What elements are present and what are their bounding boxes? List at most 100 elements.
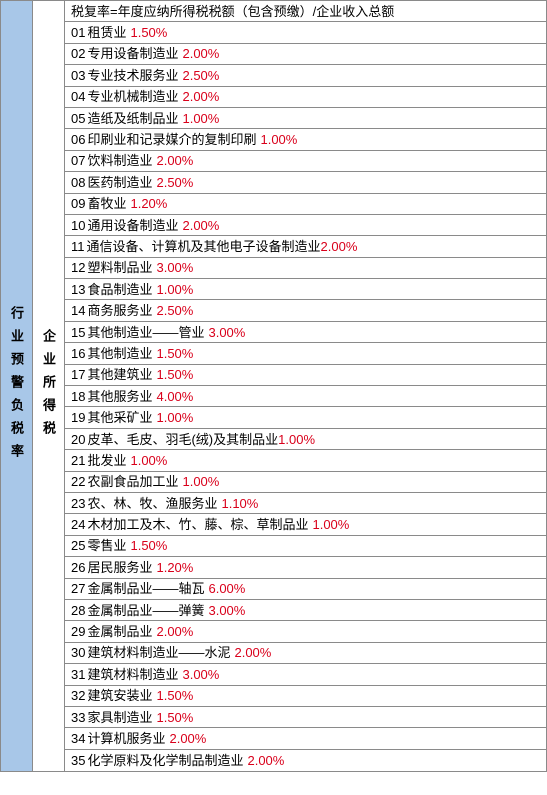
table-row: 31 建筑材料制造业3.00% (65, 664, 546, 685)
table-row: 10 通用设备制造业2.00% (65, 215, 546, 236)
industry-name: 畜牧业 (87, 195, 126, 212)
industry-name: 租赁业 (87, 24, 126, 41)
formula-text: 税复率=年度应纳所得税税额（包含预缴）/企业收入总额 (71, 3, 394, 20)
formula-row: 税复率=年度应纳所得税税额（包含预缴）/企业收入总额 (65, 1, 546, 22)
row-number: 24 (71, 516, 85, 533)
table-row: 06 印刷业和记录媒介的复制印刷1.00% (65, 129, 546, 150)
table-row: 12 塑料制品业3.00% (65, 258, 546, 279)
rates-list: 税复率=年度应纳所得税税额（包含预缴）/企业收入总额 01 租赁业1.50%02… (65, 1, 546, 771)
industry-name: 批发业 (87, 452, 126, 469)
industry-name: 造纸及纸制品业 (87, 110, 178, 127)
industry-name: 其他建筑业 (87, 366, 152, 383)
row-number: 25 (71, 537, 85, 554)
tax-rate-table: 行业预警负税率 企业所得税 税复率=年度应纳所得税税额（包含预缴）/企业收入总额… (0, 0, 547, 772)
row-number: 18 (71, 388, 85, 405)
table-row: 27 金属制品业——轴瓦6.00% (65, 579, 546, 600)
table-row: 03 专业技术服务业2.50% (65, 65, 546, 86)
industry-name: 皮革、毛皮、羽毛(绒)及其制品业 (87, 431, 278, 448)
row-number: 33 (71, 709, 85, 726)
industry-name: 金属制品业——弹簧 (87, 602, 204, 619)
table-row: 28 金属制品业——弹簧3.00% (65, 600, 546, 621)
industry-name: 商务服务业 (87, 302, 152, 319)
table-row: 35 化学原料及化学制品制造业2.00% (65, 750, 546, 771)
table-row: 29金属制品业2.00% (65, 621, 546, 642)
row-number: 32 (71, 687, 85, 704)
row-number: 06 (71, 131, 85, 148)
row-number: 03 (71, 67, 85, 84)
tax-rate: 3.00% (208, 602, 245, 619)
table-row: 25 零售业1.50% (65, 536, 546, 557)
row-number: 10 (71, 217, 85, 234)
industry-name: 其他采矿业 (87, 409, 152, 426)
tax-rate: 2.00% (182, 88, 219, 105)
table-row: 34 计算机服务业2.00% (65, 728, 546, 749)
tax-rate: 1.20% (130, 195, 167, 212)
industry-name: 家具制造业 (87, 709, 152, 726)
industry-name: 计算机服务业 (87, 730, 165, 747)
table-row: 33 家具制造业1.50% (65, 707, 546, 728)
industry-name: 专业机械制造业 (87, 88, 178, 105)
row-number: 13 (71, 281, 85, 298)
industry-name: 塑料制品业 (87, 259, 152, 276)
industry-name: 通用设备制造业 (87, 217, 178, 234)
table-row: 05 造纸及纸制品业1.00% (65, 108, 546, 129)
row-number: 08 (71, 174, 85, 191)
row-number: 21 (71, 452, 85, 469)
industry-name: 木材加工及木、竹、藤、棕、草制品业 (87, 516, 308, 533)
tax-rate: 4.00% (156, 388, 193, 405)
table-row: 02 专用设备制造业2.00% (65, 44, 546, 65)
tax-rate: 2.50% (156, 302, 193, 319)
industry-name: 医药制造业 (87, 174, 152, 191)
table-row: 13 食品制造业1.00% (65, 279, 546, 300)
table-row: 21 批发业1.00% (65, 450, 546, 471)
table-row: 09 畜牧业1.20% (65, 194, 546, 215)
tax-rate: 1.00% (278, 431, 315, 448)
tax-rate: 2.00% (182, 45, 219, 62)
industry-name: 建筑材料制造业——水泥 (87, 644, 230, 661)
table-row: 08 医药制造业2.50% (65, 172, 546, 193)
row-number: 34 (71, 730, 85, 747)
tax-rate: 1.00% (182, 473, 219, 490)
row-number: 22 (71, 473, 85, 490)
tax-rate: 1.00% (312, 516, 349, 533)
table-row: 17 其他建筑业1.50% (65, 365, 546, 386)
tax-rate: 1.50% (156, 687, 193, 704)
tax-rate: 2.00% (321, 238, 358, 255)
table-row: 01 租赁业1.50% (65, 22, 546, 43)
row-number: 11 (71, 238, 85, 255)
table-row: 04 专业机械制造业2.00% (65, 87, 546, 108)
row-number: 17 (71, 366, 85, 383)
table-row: 19 其他采矿业1.00% (65, 407, 546, 428)
row-number: 23 (71, 495, 85, 512)
table-row: 07 饮料制造业2.00% (65, 151, 546, 172)
row-number: 29 (71, 623, 85, 640)
industry-name: 金属制品业——轴瓦 (87, 580, 204, 597)
table-row: 14 商务服务业2.50% (65, 300, 546, 321)
row-number: 02 (71, 45, 85, 62)
industry-name: 其他服务业 (87, 388, 152, 405)
industry-name: 食品制造业 (87, 281, 152, 298)
row-number: 19 (71, 409, 85, 426)
table-row: 23 农、林、牧、渔服务业1.10% (65, 493, 546, 514)
tax-rate: 2.00% (182, 217, 219, 234)
industry-name: 印刷业和记录媒介的复制印刷 (87, 131, 256, 148)
tax-rate: 2.00% (234, 644, 271, 661)
tax-rate: 6.00% (208, 580, 245, 597)
row-number: 26 (71, 559, 85, 576)
tax-rate: 3.00% (182, 666, 219, 683)
industry-name: 建筑安装业 (87, 687, 152, 704)
tax-rate: 1.10% (221, 495, 258, 512)
industry-name: 农、林、牧、渔服务业 (87, 495, 217, 512)
tax-rate: 1.00% (260, 131, 297, 148)
tax-rate: 1.50% (130, 537, 167, 554)
tax-rate: 2.50% (156, 174, 193, 191)
tax-rate: 1.00% (130, 452, 167, 469)
tax-rate: 2.00% (169, 730, 206, 747)
table-row: 20 皮革、毛皮、羽毛(绒)及其制品业1.00% (65, 429, 546, 450)
tax-rate: 3.00% (156, 259, 193, 276)
row-number: 28 (71, 602, 85, 619)
tax-rate: 3.00% (208, 324, 245, 341)
industry-name: 零售业 (87, 537, 126, 554)
row-number: 14 (71, 302, 85, 319)
table-row: 26 居民服务业1.20% (65, 557, 546, 578)
